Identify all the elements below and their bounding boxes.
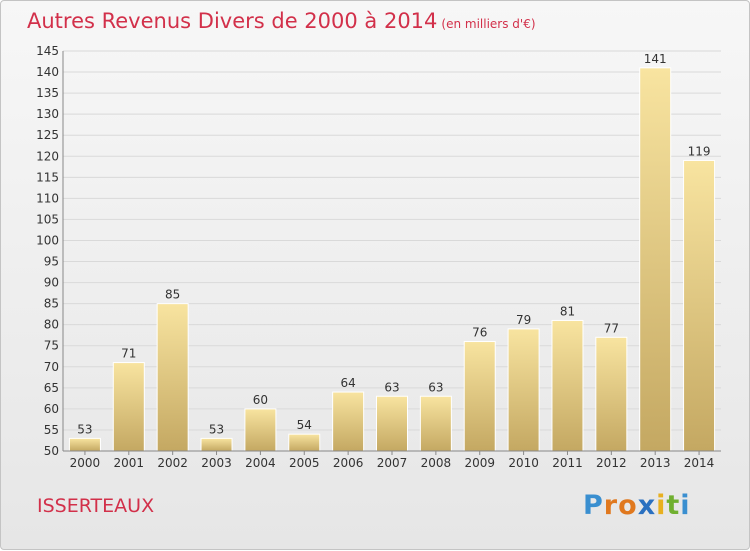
x-tick-label: 2013: [640, 456, 671, 470]
bar: [683, 159, 716, 452]
y-tick-label: 130: [36, 107, 59, 121]
bar: [156, 303, 189, 452]
data-label: 81: [560, 304, 575, 318]
city-name: ISSERTEAUX: [37, 495, 155, 517]
x-tick-label: 2004: [245, 456, 276, 470]
bar: [200, 437, 233, 452]
y-tick-label: 115: [36, 170, 59, 184]
bar: [419, 395, 452, 452]
data-label: 71: [121, 347, 136, 361]
bar: [639, 67, 672, 452]
bar: [68, 437, 101, 452]
bar: [463, 341, 496, 452]
data-label: 54: [297, 418, 312, 432]
x-tick-label: 2008: [421, 456, 452, 470]
bar: [376, 395, 408, 452]
logo-letter: o: [618, 490, 638, 521]
y-tick-label: 50: [44, 444, 59, 458]
data-label: 60: [253, 393, 268, 407]
y-tick-label: 95: [44, 255, 59, 269]
x-tick-label: 2007: [377, 456, 408, 470]
data-label: 63: [384, 380, 399, 394]
y-tick-label: 105: [36, 212, 59, 226]
bars: [68, 67, 716, 452]
y-tick-label: 145: [36, 44, 59, 58]
x-tick-label: 2011: [552, 456, 583, 470]
y-tick-label: 80: [44, 318, 59, 332]
logo-letter: t: [666, 490, 681, 521]
data-label: 77: [604, 321, 619, 335]
x-tick-label: 2012: [596, 456, 627, 470]
y-tick-label: 110: [36, 191, 59, 205]
bar: [551, 319, 584, 452]
y-tick-label: 135: [36, 86, 59, 100]
data-label: 119: [688, 144, 711, 158]
y-tick-label: 65: [44, 381, 59, 395]
x-tick-labels: 2000 2001 2002 2003 2004 2005 2006 2007 2008 2009…: [70, 451, 715, 470]
y-tick-label: 75: [44, 339, 59, 353]
y-tick-label: 55: [44, 423, 59, 437]
data-label: 63: [428, 380, 443, 394]
bar: [288, 433, 321, 452]
x-tick-label: 2006: [333, 456, 364, 470]
x-tick-label: 2014: [684, 456, 715, 470]
data-label: 85: [165, 288, 180, 302]
y-tick-label: 125: [36, 128, 59, 142]
chart-title-text: Autres Revenus Divers de 2000 à 2014: [27, 9, 438, 33]
y-tick-label: 90: [44, 276, 59, 290]
data-label: 53: [209, 422, 224, 436]
data-label: 64: [340, 376, 355, 390]
x-tick-label: 2010: [508, 456, 539, 470]
bar: [332, 391, 365, 452]
y-tick-labels: 50 55 60 65 70 75 80 85 90 95 100 105 110 115 120 125 13…: [36, 44, 59, 458]
chart-title: Autres Revenus Divers de 2000 à 2014 (en …: [27, 9, 536, 33]
bar: [244, 408, 277, 452]
logo-letter: x: [637, 490, 657, 521]
data-label: 53: [77, 422, 92, 436]
data-label: 76: [472, 326, 487, 340]
data-label: 79: [516, 313, 531, 327]
y-tick-label: 85: [44, 297, 59, 311]
x-tick-label: 2002: [157, 456, 188, 470]
y-tick-label: 60: [44, 402, 59, 416]
bar: [507, 328, 540, 452]
logo-letter: P: [583, 490, 604, 521]
data-labels: 53 71 85 53 60 54 64 63 63 76 79 81 77 141 119: [77, 52, 710, 437]
logo-letter: r: [603, 490, 619, 521]
chart-subtitle: (en milliers d'€): [441, 17, 536, 31]
logo-letter: i: [656, 490, 667, 521]
bar: [112, 362, 145, 452]
x-tick-label: 2001: [114, 456, 145, 470]
data-label: 141: [644, 52, 667, 66]
x-tick-label: 2005: [289, 456, 320, 470]
y-tick-label: 70: [44, 360, 59, 374]
logo-letter: i: [680, 490, 691, 521]
x-tick-label: 2009: [464, 456, 495, 470]
y-tick-label: 100: [36, 233, 59, 247]
x-tick-label: 2003: [201, 456, 232, 470]
proxiti-logo: Proxiti: [583, 490, 691, 521]
y-tick-label: 140: [36, 65, 59, 79]
y-tick-label: 120: [36, 149, 59, 163]
bar: [595, 336, 628, 452]
x-tick-label: 2000: [70, 456, 101, 470]
